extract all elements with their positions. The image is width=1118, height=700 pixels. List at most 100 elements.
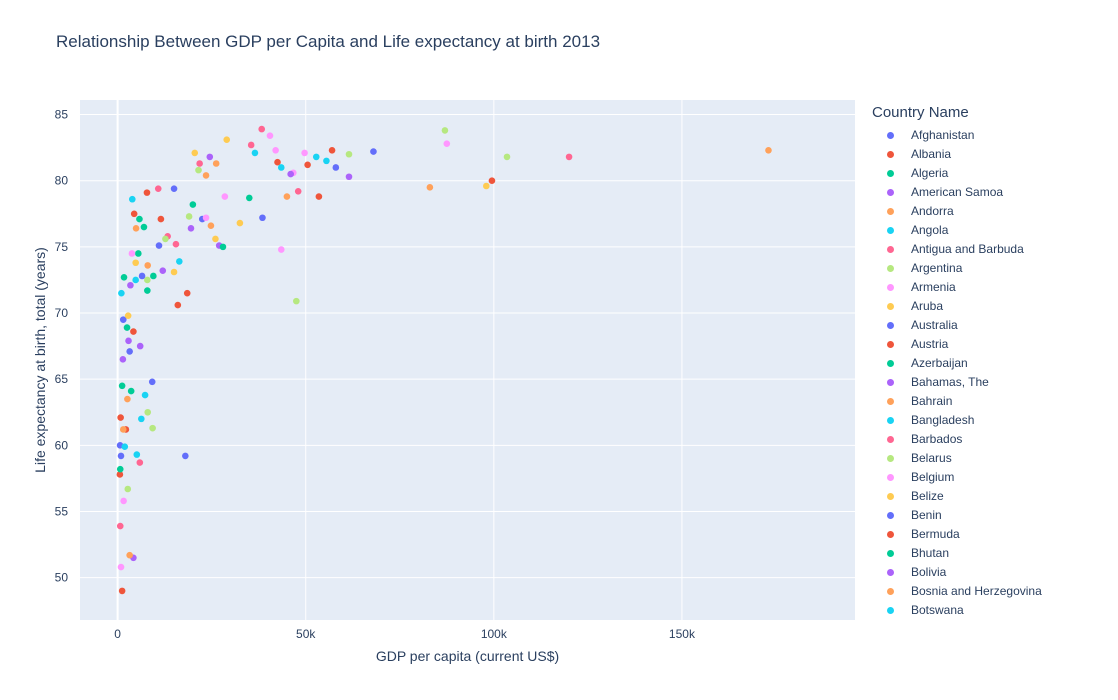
data-point[interactable]	[135, 250, 142, 257]
data-point[interactable]	[426, 184, 434, 191]
data-point[interactable]	[149, 424, 156, 432]
data-point[interactable]	[144, 262, 152, 269]
data-point[interactable]	[247, 141, 255, 149]
data-point[interactable]	[128, 250, 136, 257]
legend-item[interactable]: Armenia	[872, 278, 1112, 297]
data-point[interactable]	[283, 193, 291, 200]
data-point[interactable]	[125, 337, 132, 345]
legend-item[interactable]: Aruba	[872, 297, 1112, 316]
data-point[interactable]	[143, 189, 151, 196]
legend-item[interactable]: Azerbaijan	[872, 354, 1112, 373]
legend-item[interactable]: American Samoa	[872, 183, 1112, 202]
data-point[interactable]	[136, 459, 144, 466]
data-point[interactable]	[503, 153, 511, 161]
data-point[interactable]	[127, 387, 135, 395]
data-point[interactable]	[202, 214, 210, 222]
data-point[interactable]	[277, 164, 285, 171]
legend-item[interactable]: Belgium	[872, 468, 1112, 487]
data-point[interactable]	[124, 485, 132, 493]
legend-item[interactable]: Bolivia	[872, 563, 1112, 582]
data-point[interactable]	[116, 522, 124, 530]
data-point[interactable]	[132, 225, 140, 232]
legend-item[interactable]: Austria	[872, 335, 1112, 354]
data-point[interactable]	[133, 451, 141, 458]
data-point[interactable]	[221, 193, 229, 200]
data-point[interactable]	[119, 426, 127, 433]
legend-item[interactable]: Antigua and Barbuda	[872, 240, 1112, 259]
data-point[interactable]	[118, 382, 126, 390]
data-point[interactable]	[123, 324, 131, 331]
data-point[interactable]	[144, 408, 152, 416]
legend-item[interactable]: Bahrain	[872, 392, 1112, 411]
data-point[interactable]	[258, 125, 266, 133]
data-point[interactable]	[155, 242, 163, 249]
data-point[interactable]	[117, 414, 124, 421]
data-point[interactable]	[196, 160, 203, 167]
data-point[interactable]	[144, 276, 151, 284]
data-point[interactable]	[182, 452, 189, 460]
data-point[interactable]	[117, 452, 125, 460]
data-point[interactable]	[132, 276, 139, 284]
data-point[interactable]	[202, 172, 210, 179]
legend-item[interactable]: Bangladesh	[872, 411, 1112, 430]
data-point[interactable]	[195, 166, 202, 174]
data-point[interactable]	[138, 272, 146, 280]
legend-item[interactable]: Belize	[872, 487, 1112, 506]
data-point[interactable]	[136, 342, 144, 350]
data-point[interactable]	[294, 187, 302, 195]
data-point[interactable]	[315, 193, 323, 200]
data-point[interactable]	[150, 272, 157, 280]
data-point[interactable]	[301, 149, 308, 157]
data-point[interactable]	[127, 281, 134, 289]
data-point[interactable]	[277, 246, 285, 253]
data-point[interactable]	[189, 201, 197, 208]
data-point[interactable]	[212, 235, 219, 243]
data-point[interactable]	[148, 378, 156, 386]
legend-item[interactable]: Bhutan	[872, 544, 1112, 563]
legend-item[interactable]: Angola	[872, 221, 1112, 240]
legend-item[interactable]: Benin	[872, 506, 1112, 525]
data-point[interactable]	[174, 301, 182, 309]
data-point[interactable]	[488, 177, 496, 185]
data-point[interactable]	[370, 148, 377, 155]
data-point[interactable]	[118, 289, 125, 297]
data-point[interactable]	[121, 443, 129, 450]
legend-item[interactable]: Albania	[872, 145, 1112, 164]
data-point[interactable]	[120, 497, 127, 505]
data-point[interactable]	[565, 153, 573, 161]
data-point[interactable]	[259, 214, 266, 222]
data-point[interactable]	[130, 328, 137, 335]
data-point[interactable]	[157, 215, 165, 223]
data-point[interactable]	[345, 150, 353, 158]
data-point[interactable]	[323, 157, 330, 165]
legend-item[interactable]: Bosnia and Herzegovina	[872, 582, 1112, 601]
legend-item[interactable]: Afghanistan	[872, 126, 1112, 145]
data-point[interactable]	[172, 240, 180, 248]
data-point[interactable]	[130, 210, 138, 218]
data-point[interactable]	[140, 223, 148, 231]
data-point[interactable]	[117, 563, 125, 571]
data-point[interactable]	[483, 182, 490, 190]
legend-item[interactable]: Andorra	[872, 202, 1112, 221]
data-point[interactable]	[170, 185, 178, 192]
data-point[interactable]	[126, 348, 133, 355]
data-point[interactable]	[441, 127, 449, 134]
data-point[interactable]	[119, 316, 127, 323]
data-point[interactable]	[274, 158, 281, 166]
data-point[interactable]	[183, 289, 191, 297]
data-point[interactable]	[141, 391, 149, 399]
data-point[interactable]	[245, 194, 253, 202]
data-point[interactable]	[132, 259, 139, 267]
data-point[interactable]	[154, 185, 162, 192]
data-point[interactable]	[176, 258, 183, 265]
data-point[interactable]	[287, 170, 294, 178]
legend-item[interactable]: Algeria	[872, 164, 1112, 183]
data-point[interactable]	[251, 149, 259, 157]
data-point[interactable]	[136, 215, 143, 223]
data-point[interactable]	[236, 219, 244, 227]
data-point[interactable]	[765, 146, 772, 154]
data-point[interactable]	[312, 153, 320, 161]
data-point[interactable]	[162, 235, 169, 243]
data-point[interactable]	[144, 287, 151, 294]
legend-item[interactable]: Bahamas, The	[872, 373, 1112, 392]
